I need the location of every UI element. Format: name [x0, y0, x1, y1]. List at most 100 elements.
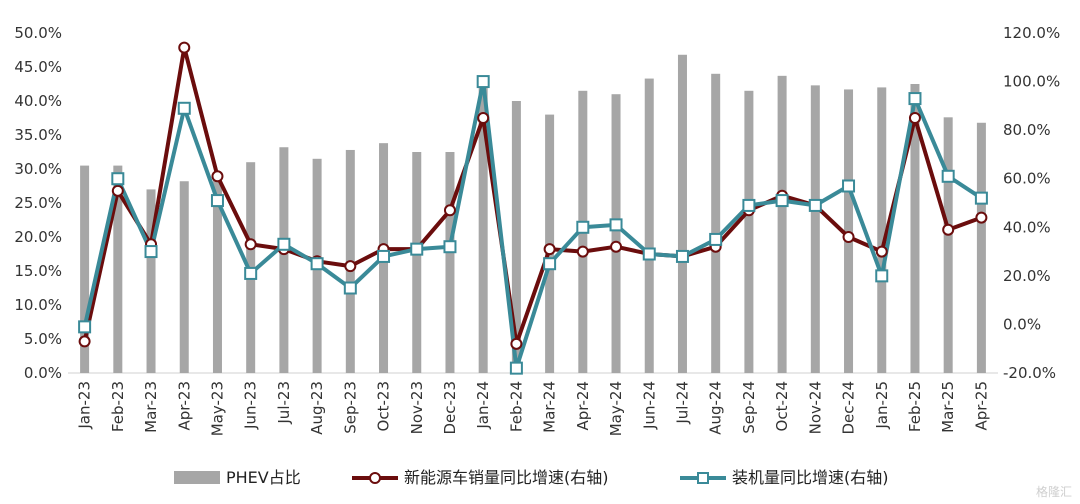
legend-label-phev: PHEV占比: [226, 468, 301, 487]
install-growth-point: [775, 194, 789, 208]
left-y-tick-label: 25.0%: [14, 194, 62, 212]
install-growth-point: [443, 240, 457, 254]
legend-item-install: 装机量同比增速(右轴): [680, 468, 889, 487]
nev-sales-point: [477, 112, 490, 124]
phev-bar: [179, 181, 189, 373]
nev-sales-point: [908, 112, 921, 124]
left-y-tick-label: 10.0%: [14, 296, 62, 314]
x-tick-label: Aug-23: [308, 381, 326, 435]
x-tick-label: Aug-24: [707, 381, 725, 435]
x-tick-label: Sep-24: [740, 381, 758, 434]
right-y-tick-label: 0.0%: [1003, 315, 1041, 333]
phev-bar: [777, 75, 787, 373]
nev-sales-point: [211, 170, 224, 183]
x-tick-label: Jan-25: [873, 381, 891, 430]
x-tick-label: Jan-23: [76, 381, 94, 430]
phev-bar: [976, 122, 986, 373]
x-tick-label: Nov-24: [806, 381, 824, 434]
install-growth-point: [78, 320, 92, 334]
left-y-tick-label: 20.0%: [14, 228, 62, 246]
nev-sales-point: [111, 184, 124, 197]
nev-sales-point: [344, 260, 357, 273]
x-tick-label: Apr-23: [175, 381, 193, 431]
install-growth-point: [941, 169, 955, 183]
legend-circle-marker: [369, 472, 381, 484]
x-tick-label: Feb-24: [507, 381, 525, 432]
x-tick-label: Feb-23: [109, 381, 127, 432]
install-growth-point: [343, 281, 357, 295]
nev-sales-point: [443, 204, 456, 217]
left-y-axis: 0.0% 5.0% 10.0% 15.0% 20.0% 25.0% 30.0% 35.0% 40…: [14, 24, 62, 382]
right-y-tick-label: -20.0%: [1003, 364, 1056, 382]
legend-label-nev-sales: 新能源车销量同比增速(右轴): [404, 468, 609, 487]
phev-bar: [80, 165, 90, 373]
x-tick-label: Oct-23: [375, 381, 393, 431]
phev-bar: [711, 73, 721, 374]
x-tick-label: Nov-23: [408, 381, 426, 434]
x-tick-label: Jul-24: [673, 381, 691, 425]
nev-sales-point: [543, 243, 556, 256]
phev-bar: [412, 152, 422, 373]
x-tick-label: Feb-25: [906, 381, 924, 432]
nev-sales-point: [576, 245, 589, 258]
nev-sales-point: [78, 335, 91, 348]
install-growth-point: [543, 257, 557, 271]
legend-item-phev: PHEV占比: [174, 468, 301, 487]
nev-sales-point: [510, 337, 523, 350]
right-y-tick-label: 20.0%: [1003, 267, 1051, 285]
phev-bar: [478, 87, 488, 374]
x-tick-label: May-24: [607, 381, 625, 436]
x-axis: Jan-23 Feb-23 Mar-23 Apr-23 May-23 Jun-23 Jul-…: [76, 381, 991, 436]
right-y-tick-label: 80.0%: [1003, 121, 1051, 139]
right-y-axis: -20.0% 0.0% 20.0% 40.0% 60.0% 80.0% 100.0% 120.…: [1003, 24, 1060, 382]
line-series: [78, 41, 988, 375]
nev-sales-point: [942, 223, 955, 236]
install-growth-point: [642, 247, 656, 261]
nev-sales-growth-line: [82, 45, 983, 346]
phev-bar: [279, 147, 289, 373]
left-y-tick-label: 50.0%: [14, 24, 62, 42]
x-tick-label: Sep-23: [341, 381, 359, 434]
right-y-tick-label: 120.0%: [1003, 24, 1060, 42]
legend-bar-swatch: [174, 471, 220, 484]
x-tick-label: Dec-24: [840, 381, 858, 435]
phev-bar: [677, 54, 687, 373]
left-y-tick-label: 15.0%: [14, 262, 62, 280]
install-growth-point: [310, 257, 324, 271]
install-growth-point: [609, 218, 623, 232]
right-y-tick-label: 100.0%: [1003, 73, 1060, 91]
left-y-tick-label: 35.0%: [14, 126, 62, 144]
x-tick-label: Jul-23: [275, 381, 293, 425]
phev-bar: [445, 152, 455, 373]
install-growth-point: [908, 92, 922, 106]
left-y-tick-label: 30.0%: [14, 160, 62, 178]
x-tick-label: Apr-25: [972, 381, 990, 431]
x-tick-label: Mar-25: [939, 381, 957, 433]
phev-bar: [113, 165, 123, 373]
legend-label-install: 装机量同比增速(右轴): [732, 468, 889, 487]
install-growth-point: [576, 220, 590, 234]
install-growth-point: [675, 249, 689, 263]
install-growth-point: [742, 198, 756, 212]
nev-sales-point: [178, 41, 191, 54]
install-growth-point: [111, 172, 125, 186]
phev-bar: [146, 189, 156, 373]
x-tick-label: Jan-24: [474, 381, 492, 430]
x-tick-label: Jun-24: [640, 381, 658, 430]
install-growth-point: [875, 269, 889, 283]
phev-bar: [744, 90, 754, 374]
phev-bars: [80, 54, 986, 374]
phev-bar: [910, 84, 920, 373]
phev-bar: [644, 78, 654, 373]
install-growth-point: [842, 179, 856, 193]
x-tick-label: Mar-23: [142, 381, 160, 433]
install-growth-point: [277, 237, 291, 251]
nev-sales-point: [610, 240, 623, 253]
x-tick-label: May-23: [208, 381, 226, 436]
nev-sales-point: [875, 245, 888, 258]
install-growth-point: [808, 198, 822, 212]
phev-bar: [511, 101, 521, 373]
phev-bar: [943, 117, 953, 373]
left-y-tick-label: 45.0%: [14, 58, 62, 76]
